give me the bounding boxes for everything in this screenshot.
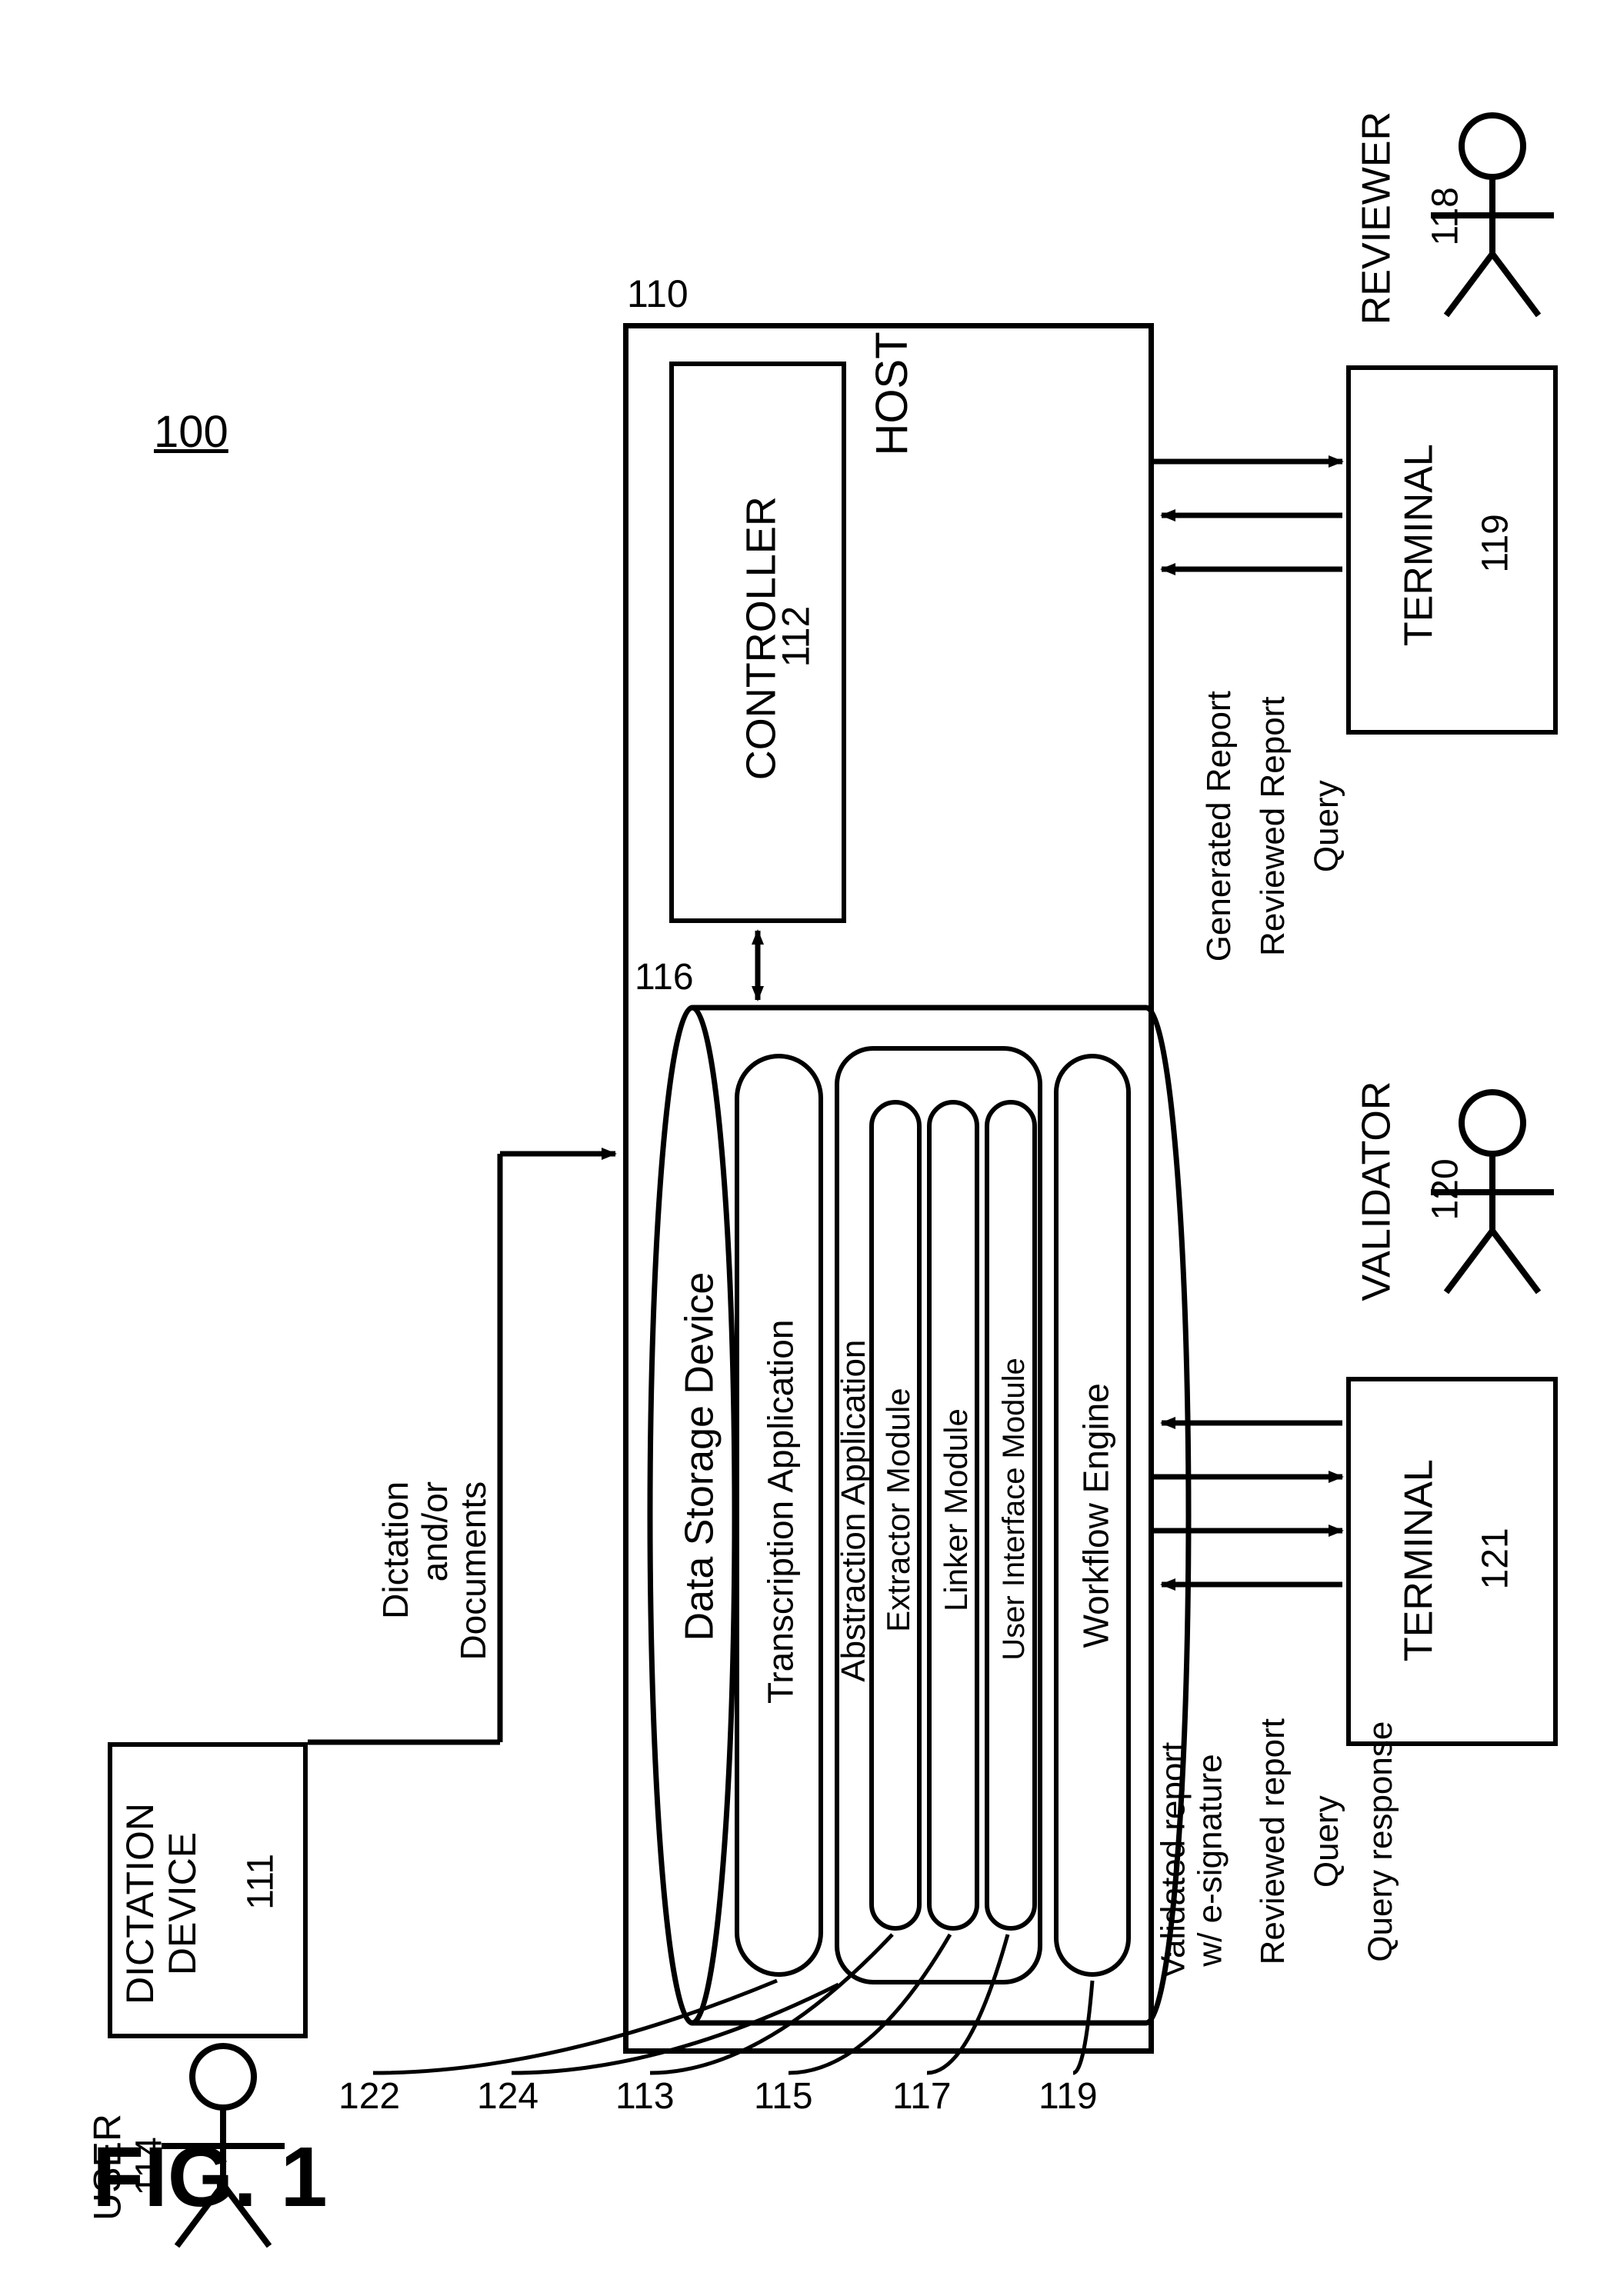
figure-page: FIG. 1 100 110 HOST CONTROLLER 112 Data … [0,0,1597,2296]
svg-overlay [0,0,1597,2296]
user-icon [162,2046,285,2246]
reviewer-icon [1431,115,1554,315]
validator-icon [1431,1092,1554,1292]
